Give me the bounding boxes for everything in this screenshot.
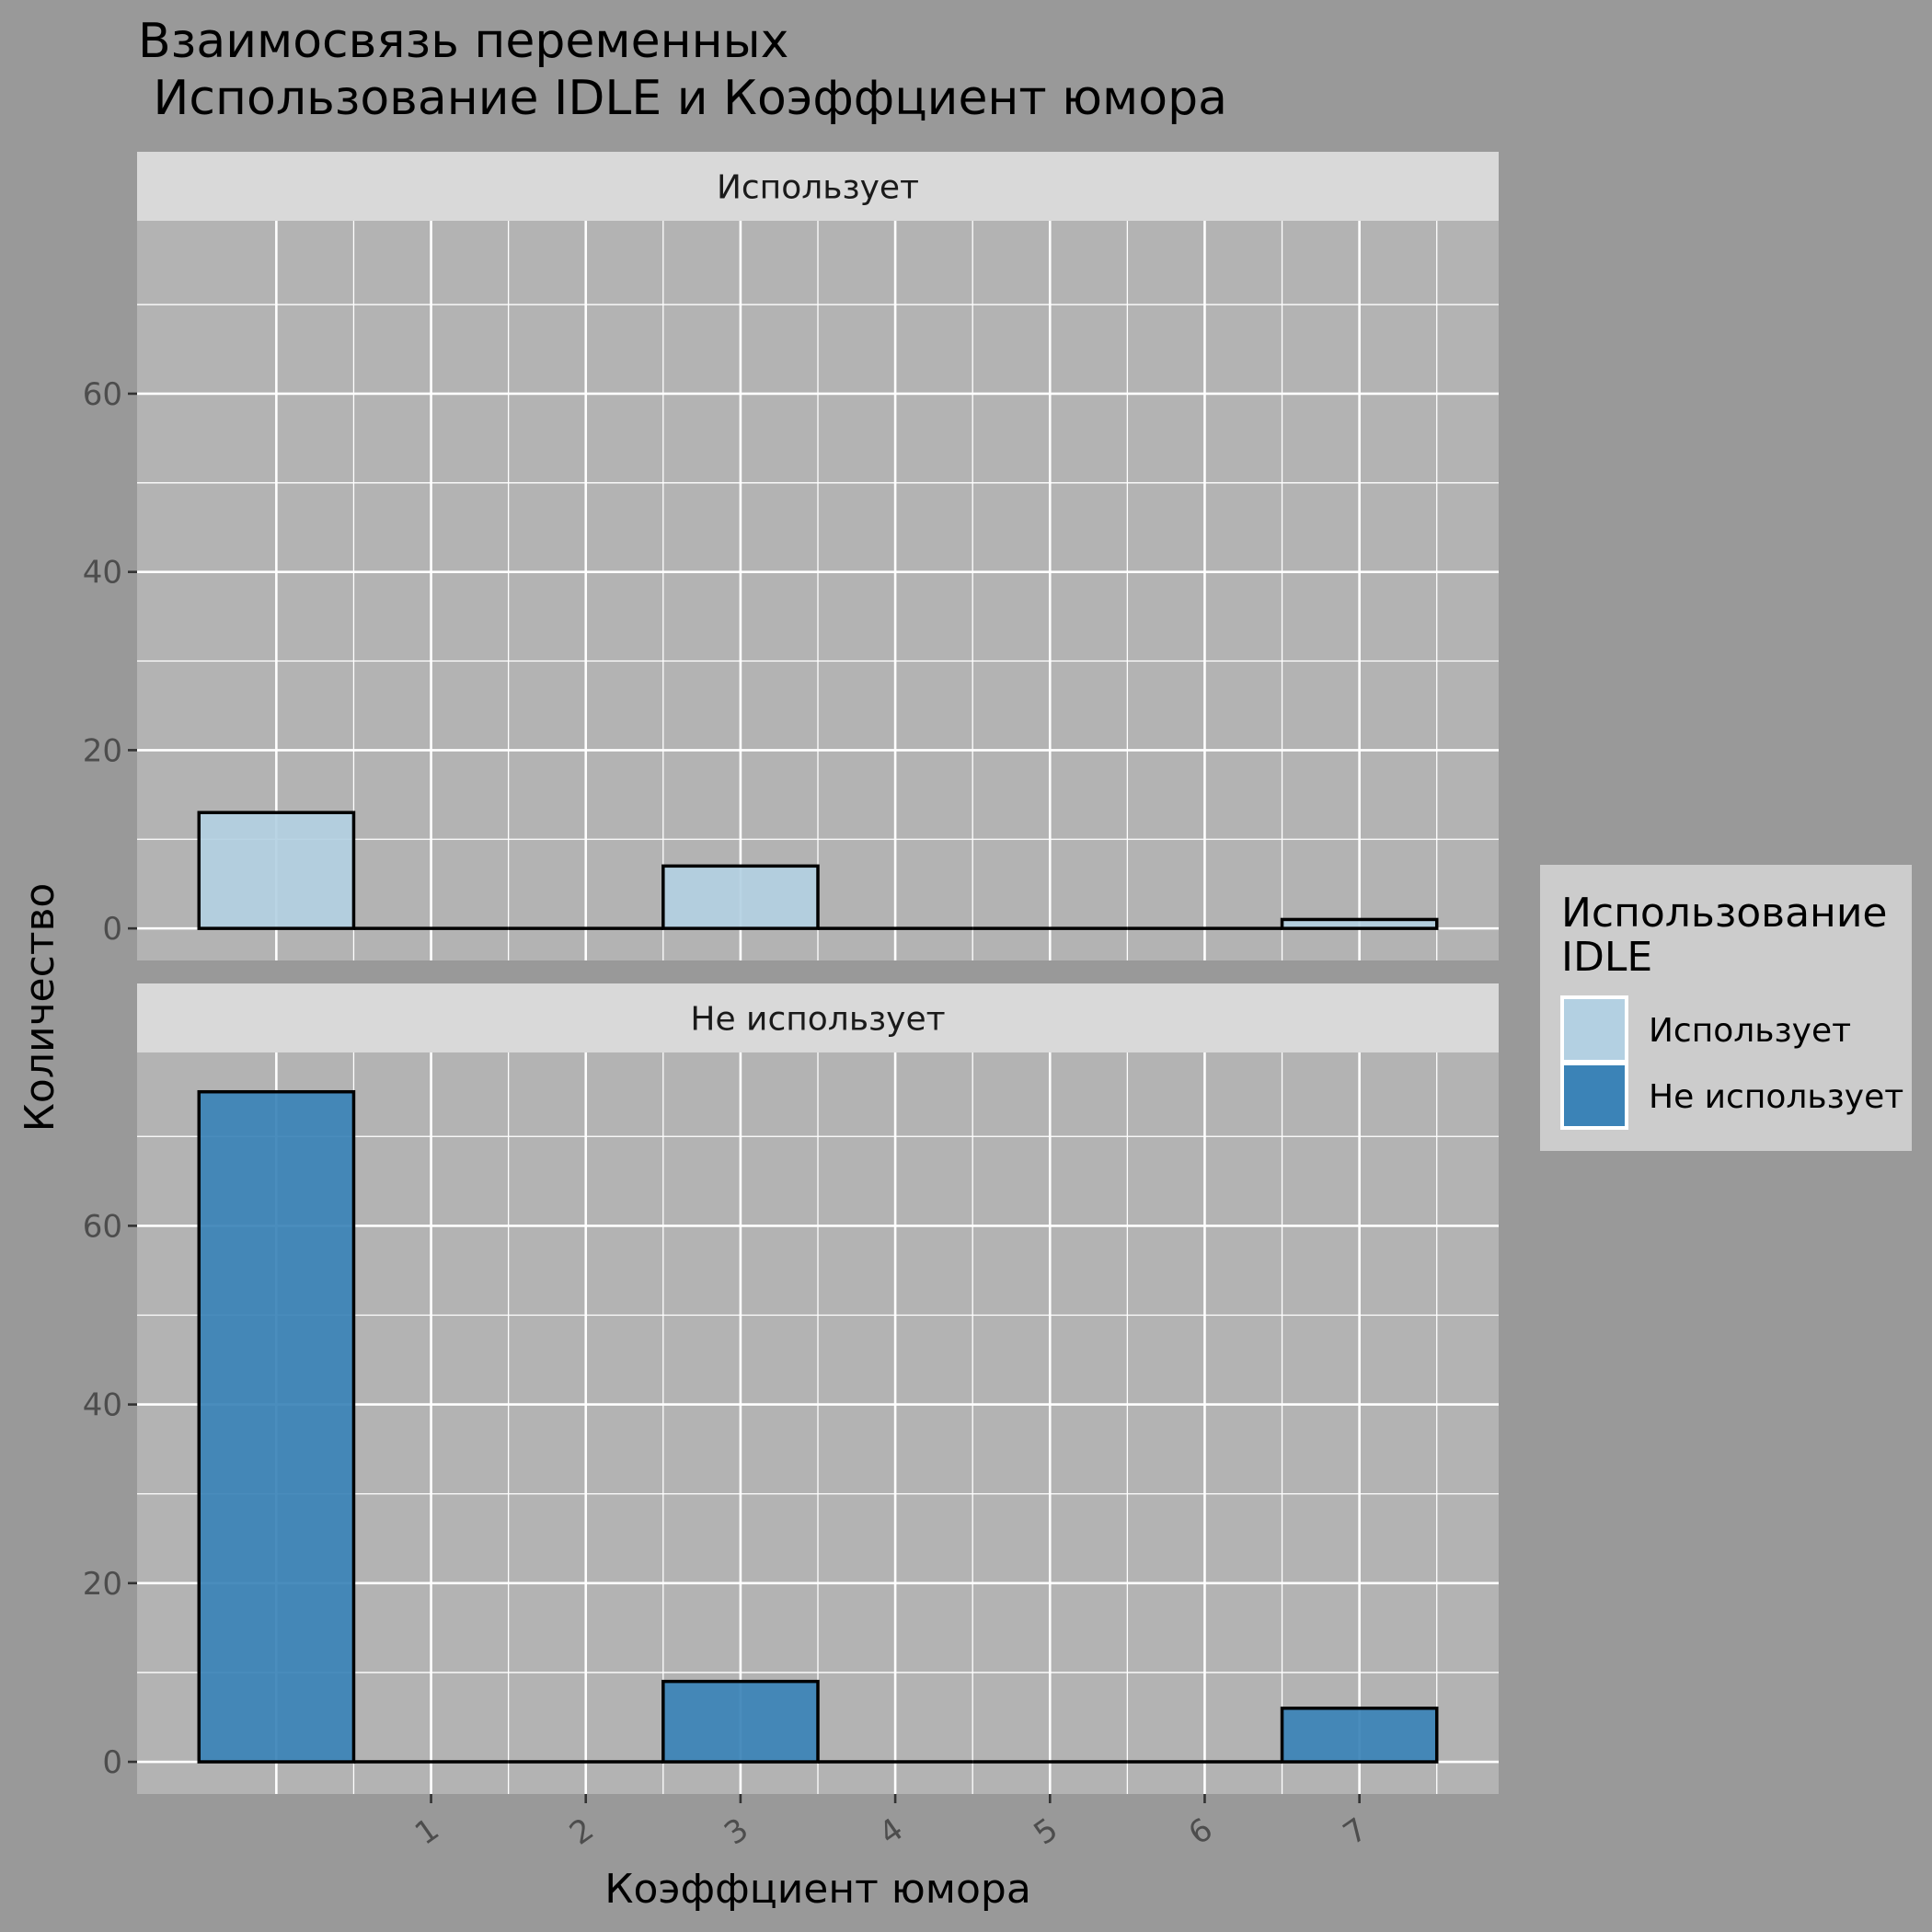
chart-title-line2: Использование IDLE и Коэффциент юмора — [138, 71, 1227, 126]
legend-label-uses: Использует — [1649, 1012, 1851, 1050]
chart-title-line1: Взаимосвязь переменных — [138, 14, 788, 69]
legend-title-line2: IDLE — [1561, 934, 1652, 981]
facet-strip-label: Использует — [717, 169, 919, 207]
y-tick-label: 40 — [83, 555, 122, 592]
bar — [1282, 1708, 1437, 1762]
bar — [199, 812, 353, 928]
x-axis-title: Коэффциент юмора — [604, 1866, 1031, 1913]
y-tick-label: 40 — [83, 1387, 122, 1424]
y-tick-label: 60 — [83, 376, 122, 413]
y-axis-title: Количество — [17, 883, 63, 1133]
y-tick-label: 0 — [102, 911, 122, 948]
legend-key-uses — [1562, 997, 1627, 1062]
y-tick-label: 60 — [83, 1208, 122, 1245]
legend-key-not-uses — [1562, 1064, 1627, 1128]
y-tick-label: 20 — [83, 1566, 122, 1603]
bar — [199, 1092, 353, 1762]
bar — [1282, 919, 1437, 928]
y-tick-label: 0 — [102, 1744, 122, 1781]
y-tick-label: 20 — [83, 732, 122, 769]
legend-title-line1: Использование — [1561, 890, 1888, 937]
facet-panel: Не использует 0 20 40 60 — [83, 983, 1499, 1794]
facet-strip-label: Не использует — [690, 1001, 945, 1039]
bar — [663, 866, 818, 928]
facet-panel: Использует 0 20 40 60 — [83, 152, 1499, 960]
legend-label-not-uses: Не использует — [1649, 1078, 1903, 1116]
bar — [663, 1682, 818, 1762]
legend: Использование IDLE Использует Не использ… — [1540, 865, 1912, 1151]
